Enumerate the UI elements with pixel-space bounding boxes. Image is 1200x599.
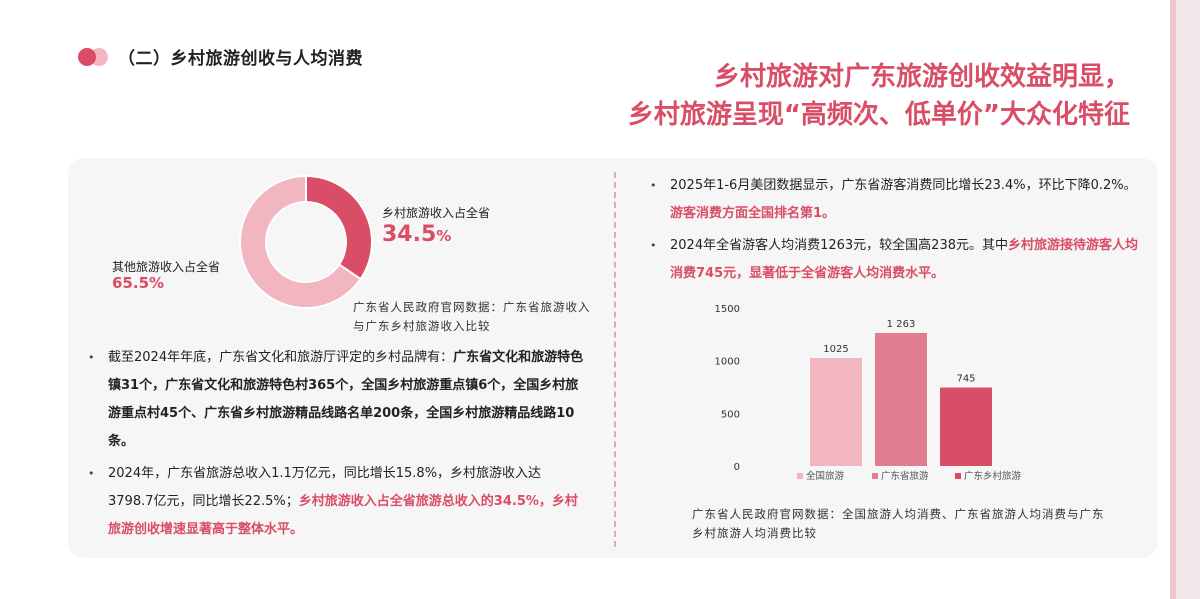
legend-swatch — [872, 473, 878, 479]
donut-label-other: 其他旅游收入占全省 — [112, 260, 221, 274]
donut-value-rural: 34.5% — [382, 222, 451, 247]
legend-label: 广东省旅游 — [881, 470, 929, 482]
section-bullet-dot-dark — [78, 47, 96, 66]
donut-value-rural-unit: % — [436, 227, 452, 245]
legend-swatch — [955, 473, 961, 479]
y-tick-label: 1000 — [715, 357, 740, 368]
donut-slice-other — [239, 174, 362, 309]
list-item: 截至2024年年底，广东省文化和旅游厅评定的乡村品牌有：广东省文化和旅游特色镇3… — [84, 344, 584, 456]
y-tick-label: 1500 — [715, 304, 740, 315]
bar-value-label: 1025 — [823, 344, 848, 355]
bullet-highlight-text: 乡村旅游收入占全省旅游总收入的34.5%，乡村旅游创收增速显著高于整体水平。 — [108, 494, 578, 537]
legend-swatch — [797, 473, 803, 479]
donut-value-rural-number: 34.5 — [382, 222, 437, 247]
bar — [810, 358, 862, 466]
section-header: （二）乡村旅游创收与人均消费 — [78, 44, 363, 69]
list-item: 2025年1-6月美团数据显示，广东省游客消费同比增长23.4%，环比下降0.2… — [646, 172, 1146, 228]
bullet-text: 截至2024年年底，广东省文化和旅游厅评定的乡村品牌有： — [108, 350, 454, 365]
bullet-text: 2024年全省游客人均消费1263元，较全国高238元。其中 — [670, 238, 1008, 253]
legend-label: 广东乡村旅游 — [964, 470, 1022, 482]
headline-line-2: 乡村旅游呈现“高频次、低单价”大众化特征 — [627, 100, 1130, 130]
bar — [940, 387, 992, 466]
y-tick-label: 0 — [734, 462, 740, 473]
income-share-donut-chart — [239, 174, 373, 309]
bar-value-label: 745 — [956, 374, 975, 385]
right-edge-inner — [1170, 0, 1176, 599]
legend-label: 全国旅游 — [806, 470, 845, 482]
bullet-highlight-text: 乡村旅游接待游客人均消费745元，显著低于全省游客人均消费水平。 — [670, 238, 1138, 281]
right-bullet-list: 2025年1-6月美团数据显示，广东省游客消费同比增长23.4%，环比下降0.2… — [646, 172, 1146, 292]
donut-value-other: 65.5% — [112, 274, 165, 292]
bar — [875, 332, 927, 466]
section-bullet-icon — [78, 46, 112, 68]
headline-line-1: 乡村旅游对广东旅游创收效益明显， — [713, 62, 1130, 92]
y-tick-label: 500 — [721, 409, 740, 420]
headline: 乡村旅游对广东旅游创收效益明显， 乡村旅游呈现“高频次、低单价”大众化特征 — [628, 58, 1130, 134]
bullet-text: 2024年，广东省旅游总收入1.1万亿元，同比增长15.8%，乡村旅游收入达37… — [108, 466, 542, 509]
bar-value-label: 1 263 — [887, 319, 916, 330]
list-item: 2024年全省游客人均消费1263元，较全国高238元。其中乡村旅游接待游客人均… — [646, 232, 1146, 288]
bullet-highlight-text: 游客消费方面全国排名第1。 — [670, 206, 836, 221]
left-bullet-list: 截至2024年年底，广东省文化和旅游厅评定的乡村品牌有：广东省文化和旅游特色镇3… — [84, 344, 584, 548]
per-capita-spending-bar-chart: 0 500 1000 1500 1025 1 263 745 全国旅游 广东省旅游 广东乡村旅游 — [715, 304, 1022, 482]
donut-source-caption: 广东省人民政府官网数据：广东省旅游收入与广东乡村旅游收入比较 — [353, 300, 591, 333]
donut-label-rural: 乡村旅游收入占全省 — [382, 206, 491, 220]
bullet-text: 2025年1-6月美团数据显示，广东省游客消费同比增长23.4%，环比下降0.2… — [670, 178, 1137, 193]
right-edge-strip — [1170, 0, 1200, 599]
column-divider — [614, 172, 616, 547]
section-title: （二）乡村旅游创收与人均消费 — [118, 49, 363, 69]
bullet-bold-text: 广东省文化和旅游特色镇31个，广东省文化和旅游特色村365个，全国乡村旅游重点镇… — [108, 350, 584, 449]
bar-chart-source-caption: 广东省人民政府官网数据：全国旅游人均消费、广东省旅游人均消费与广东乡村旅游人均消… — [692, 507, 1105, 540]
donut-slice-rural — [305, 174, 373, 281]
list-item: 2024年，广东省旅游总收入1.1万亿元，同比增长15.8%，乡村旅游收入达37… — [84, 460, 584, 544]
